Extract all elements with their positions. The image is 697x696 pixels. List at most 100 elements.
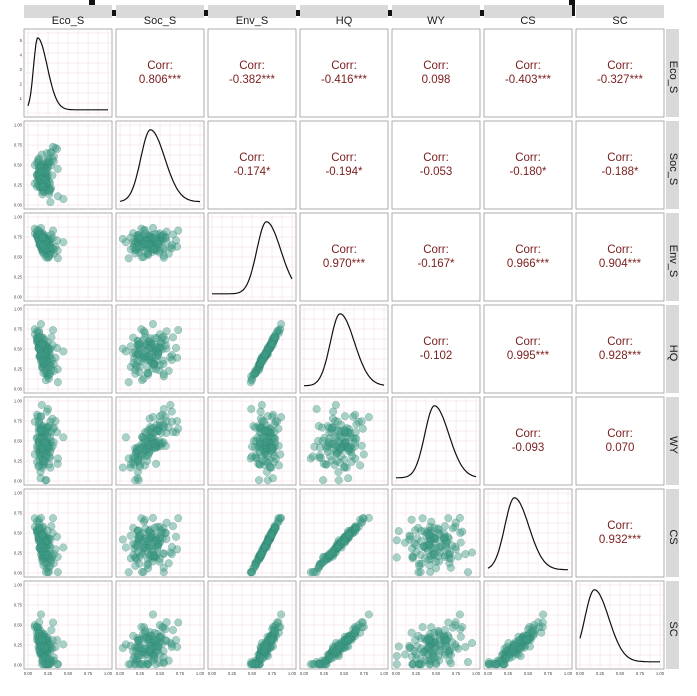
data-point: [45, 190, 54, 199]
data-point: [45, 245, 54, 254]
y-tick-label: 0.50: [14, 531, 23, 536]
data-point: [267, 635, 276, 644]
data-point: [359, 450, 368, 459]
y-tick-label: 0.25: [14, 367, 23, 372]
data-point: [44, 374, 53, 383]
data-point: [345, 635, 354, 644]
corr-label: Corr:: [423, 244, 449, 256]
data-point: [131, 476, 140, 485]
data-point: [139, 231, 148, 240]
data-point: [38, 233, 48, 242]
data-point: [33, 233, 42, 242]
data-point: [39, 246, 48, 255]
data-point: [33, 231, 42, 240]
data-point: [46, 366, 55, 375]
panel-frame: [483, 28, 573, 118]
data-point: [392, 660, 401, 669]
data-point: [134, 233, 143, 242]
data-point: [36, 238, 45, 248]
data-point: [40, 167, 49, 176]
data-point: [168, 230, 178, 239]
data-point: [37, 234, 47, 243]
data-point: [48, 142, 58, 151]
data-point: [153, 641, 163, 650]
data-point: [139, 374, 148, 383]
data-point: [39, 346, 48, 355]
data-point: [36, 162, 46, 171]
row-strip: [666, 121, 679, 209]
data-point: [48, 636, 57, 645]
data-point: [147, 235, 157, 244]
data-point: [358, 618, 367, 627]
data-point: [257, 400, 266, 410]
data-point: [118, 234, 127, 243]
data-point: [39, 354, 48, 363]
data-point: [148, 245, 157, 254]
data-point: [37, 150, 46, 159]
data-point: [255, 362, 264, 372]
data-point: [146, 235, 155, 244]
data-point: [152, 236, 161, 245]
data-point: [145, 244, 154, 253]
y-tick-label: 1.00: [14, 583, 23, 588]
data-point: [143, 249, 152, 258]
data-point: [30, 161, 39, 170]
corr-label: Corr:: [331, 60, 357, 72]
data-point: [45, 370, 54, 379]
data-point: [151, 348, 160, 357]
data-point: [162, 236, 171, 245]
data-point: [267, 530, 276, 539]
data-point: [36, 610, 46, 619]
column-strip: [576, 5, 664, 18]
data-point: [144, 352, 153, 361]
data-point: [42, 365, 51, 374]
data-point: [38, 333, 47, 342]
data-point: [132, 362, 141, 371]
data-point: [150, 245, 159, 254]
data-point: [49, 152, 58, 161]
data-point: [334, 467, 343, 477]
data-point: [140, 543, 149, 552]
data-point: [144, 344, 153, 353]
data-point: [159, 356, 168, 365]
data-point: [39, 654, 48, 663]
panel-frame: [207, 120, 297, 210]
data-point: [36, 239, 45, 249]
data-point: [34, 234, 43, 243]
data-point: [43, 170, 52, 179]
data-point: [36, 352, 45, 361]
data-point: [48, 171, 57, 180]
y-tick-label: 3: [20, 67, 23, 72]
data-point: [53, 254, 62, 263]
panel-frame: [575, 488, 665, 578]
data-point: [59, 433, 68, 442]
data-point: [36, 320, 46, 329]
data-point: [141, 524, 150, 533]
y-tick-label: 0.75: [14, 603, 23, 608]
data-point: [40, 164, 49, 174]
y-tick-label: 2: [20, 81, 23, 86]
data-point: [41, 237, 50, 246]
data-point: [41, 234, 50, 243]
data-point: [140, 515, 149, 524]
panel-frame: [391, 28, 481, 118]
data-point: [159, 359, 168, 369]
data-point: [39, 183, 48, 192]
panel-frame: [115, 28, 205, 118]
data-point: [258, 654, 267, 663]
data-point: [364, 610, 373, 619]
data-point: [43, 243, 52, 252]
y-tick-label: 0.50: [14, 255, 23, 260]
data-point: [37, 641, 46, 650]
data-point: [40, 176, 49, 185]
x-tick-label: 1.00: [104, 671, 113, 676]
data-point: [144, 370, 153, 379]
data-point: [327, 424, 336, 433]
data-point: [42, 244, 51, 253]
data-point: [315, 561, 324, 570]
data-point: [147, 240, 157, 249]
data-point: [277, 610, 286, 619]
data-point: [174, 514, 183, 523]
data-point: [42, 162, 51, 171]
corr-value: -0.403***: [505, 74, 552, 86]
